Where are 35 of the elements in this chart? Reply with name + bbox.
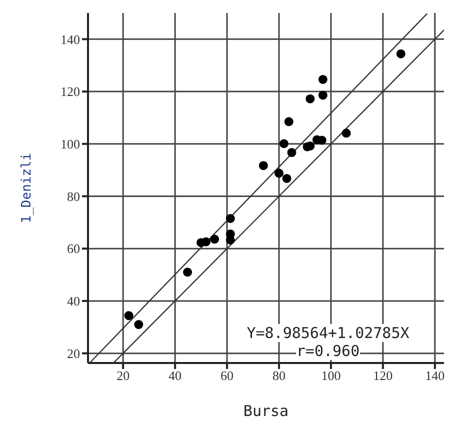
point xyxy=(258,161,268,170)
point xyxy=(287,148,296,158)
point xyxy=(134,320,144,330)
point xyxy=(210,234,220,244)
x-tick-label: 80 xyxy=(272,368,286,384)
equation-note: Y=8.98564+1.02785X r=0.960 xyxy=(246,324,410,360)
x-axis-title: Bursa xyxy=(243,402,289,420)
annotation: Y=8.98564+1.02785X xyxy=(246,324,410,342)
point xyxy=(279,139,288,148)
point xyxy=(318,90,328,100)
point xyxy=(318,74,328,84)
y-tick-label: 100 xyxy=(60,136,80,152)
x-tick-label: 100 xyxy=(321,368,341,384)
y-tick-label: 80 xyxy=(67,188,80,204)
x-tick-label: 20 xyxy=(116,368,130,384)
point xyxy=(274,168,284,178)
y-axis-title: 1_Denizli xyxy=(20,152,35,224)
y-tick-label: 20 xyxy=(67,346,80,361)
annotation: r=0.960 xyxy=(296,342,360,360)
x-tick-label: 40 xyxy=(168,368,182,384)
x-tick-label: 140 xyxy=(425,368,445,384)
x-tick-label: 120 xyxy=(373,368,393,384)
point xyxy=(306,94,315,104)
point xyxy=(124,311,134,320)
point xyxy=(183,268,192,277)
point xyxy=(284,117,294,126)
point xyxy=(282,174,292,183)
point xyxy=(396,49,406,58)
y-tick-label: 120 xyxy=(60,84,80,100)
y-tick-label: 140 xyxy=(60,32,80,47)
point xyxy=(342,128,351,138)
x-tick-label: 60 xyxy=(220,368,234,384)
point xyxy=(226,214,235,223)
y-tick-label: 60 xyxy=(67,241,80,256)
y-tick-label: 40 xyxy=(67,294,80,309)
